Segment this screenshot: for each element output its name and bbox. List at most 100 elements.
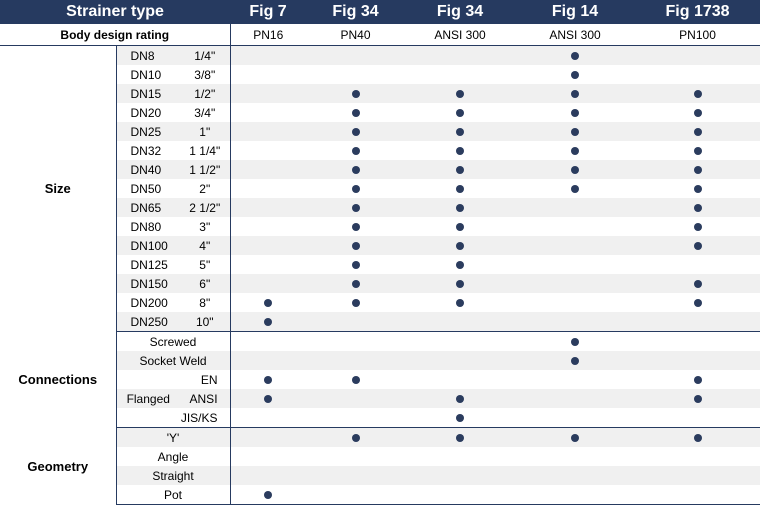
availability-cell (515, 160, 636, 179)
geometry-row: Pot (0, 485, 761, 505)
availability-cell (635, 408, 761, 428)
size-dn: DN200 (116, 293, 180, 312)
availability-cell (635, 331, 761, 351)
availability-cell (635, 293, 761, 312)
connection-standard: ANSI (180, 389, 231, 408)
availability-cell (405, 65, 516, 84)
size-inch: 3/4" (180, 103, 231, 122)
availability-dot-icon (571, 185, 580, 194)
availability-dot-icon (456, 261, 465, 270)
availability-cell (306, 389, 406, 408)
size-inch: 1 1/4" (180, 141, 231, 160)
availability-dot-icon (693, 128, 702, 137)
availability-cell (515, 274, 636, 293)
availability-dot-icon (351, 147, 360, 156)
connections-group-label: Connections (0, 331, 117, 428)
size-inch: 2" (180, 179, 231, 198)
geometry-type: Straight (116, 466, 231, 485)
availability-cell (405, 179, 516, 198)
size-dn: DN125 (116, 255, 180, 274)
availability-cell (515, 427, 636, 447)
availability-cell (405, 293, 516, 312)
geometry-row: Straight (0, 466, 761, 485)
size-row: DN125 5" (0, 255, 761, 274)
size-inch: 3" (180, 217, 231, 236)
availability-cell (635, 389, 761, 408)
availability-cell (635, 84, 761, 103)
availability-dot-icon (456, 280, 465, 289)
availability-dot-icon (571, 338, 580, 347)
availability-cell (230, 408, 307, 428)
connections-row: EN (0, 370, 761, 389)
connection-standard: EN (180, 370, 231, 389)
availability-cell (230, 389, 307, 408)
geometry-row: Angle (0, 447, 761, 466)
availability-cell (515, 122, 636, 141)
availability-cell (306, 255, 406, 274)
availability-cell (306, 122, 406, 141)
availability-cell (635, 141, 761, 160)
availability-dot-icon (351, 280, 360, 289)
availability-cell (635, 103, 761, 122)
availability-dot-icon (693, 376, 702, 385)
availability-cell (405, 447, 516, 466)
availability-cell (230, 274, 307, 293)
availability-cell (635, 427, 761, 447)
availability-cell (405, 255, 516, 274)
availability-dot-icon (351, 90, 360, 99)
size-row: DN250 10" (0, 312, 761, 332)
availability-dot-icon (351, 166, 360, 175)
availability-cell (306, 408, 406, 428)
availability-cell (306, 236, 406, 255)
connection-group (116, 408, 180, 428)
size-row: DN40 1 1/2" (0, 160, 761, 179)
availability-dot-icon (456, 395, 465, 404)
availability-dot-icon (693, 280, 702, 289)
availability-dot-icon (351, 109, 360, 118)
availability-dot-icon (456, 204, 465, 213)
availability-dot-icon (456, 299, 465, 308)
availability-cell (515, 447, 636, 466)
connection-standard: JIS/KS (180, 408, 231, 428)
availability-cell (306, 179, 406, 198)
availability-cell (405, 103, 516, 122)
connection-type: Socket Weld (116, 351, 231, 370)
availability-cell (515, 255, 636, 274)
availability-cell (306, 485, 406, 505)
availability-cell (230, 160, 307, 179)
rating-value: ANSI 300 (405, 24, 516, 46)
availability-cell (405, 217, 516, 236)
availability-cell (306, 198, 406, 217)
availability-cell (230, 255, 307, 274)
rating-label: Body design rating (0, 24, 231, 46)
availability-dot-icon (693, 166, 702, 175)
availability-cell (306, 160, 406, 179)
size-row: Size DN8 1/4" (0, 45, 761, 332)
availability-cell (635, 198, 761, 217)
size-inch: 4" (180, 236, 231, 255)
availability-dot-icon (351, 185, 360, 194)
availability-dot-icon (351, 376, 360, 385)
availability-dot-icon (693, 299, 702, 308)
availability-dot-icon (571, 166, 580, 175)
availability-cell (515, 466, 636, 485)
fig-header: Fig 1738 (635, 0, 761, 24)
availability-dot-icon (571, 90, 580, 99)
header-row: Strainer type Fig 7 Fig 34 Fig 34 Fig 14… (0, 0, 761, 24)
size-dn: DN20 (116, 103, 180, 122)
availability-dot-icon (351, 128, 360, 137)
availability-cell (306, 217, 406, 236)
availability-dot-icon (571, 434, 580, 443)
size-inch: 10" (180, 312, 231, 332)
geometry-type: Pot (116, 485, 231, 505)
size-inch: 3/8" (180, 65, 231, 84)
availability-dot-icon (456, 223, 465, 232)
availability-cell (405, 331, 516, 351)
availability-cell (405, 408, 516, 428)
size-dn: DN10 (116, 65, 180, 84)
availability-cell (515, 331, 636, 351)
rating-value: PN40 (306, 24, 406, 46)
connection-type: Screwed (116, 331, 231, 351)
availability-dot-icon (351, 261, 360, 270)
availability-dot-icon (351, 242, 360, 251)
